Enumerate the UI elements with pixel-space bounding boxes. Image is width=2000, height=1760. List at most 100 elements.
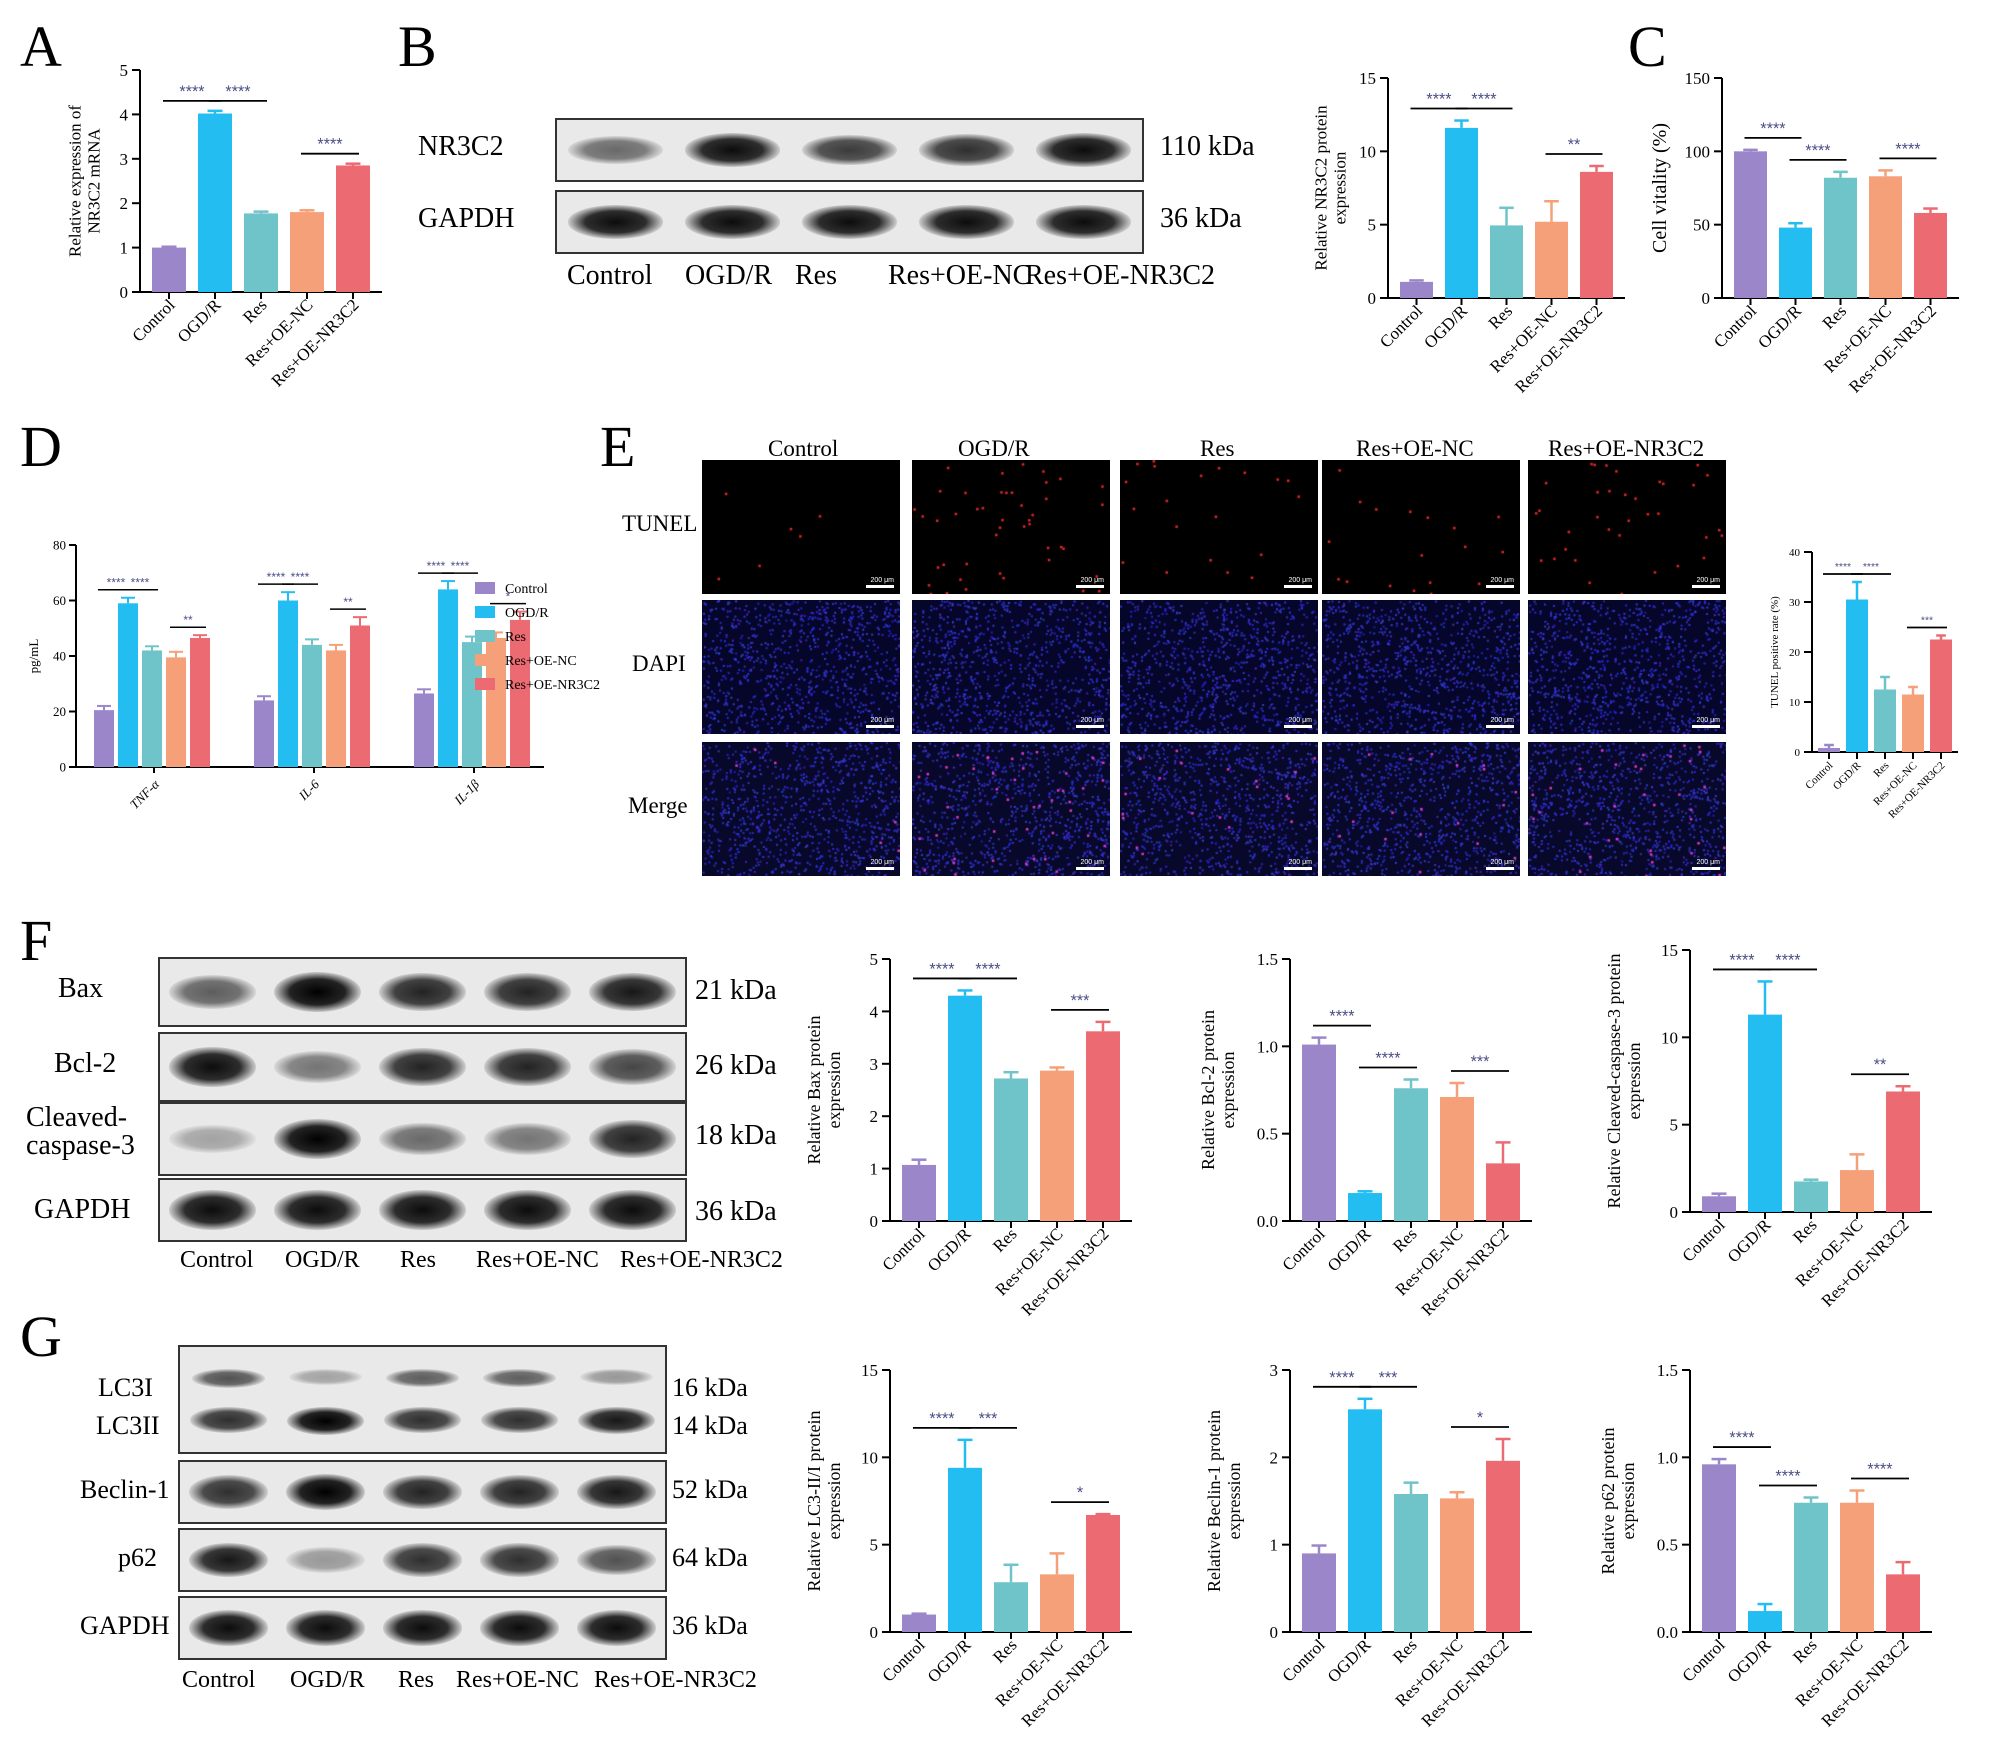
y-axis-label: Cell vitality (%) [1649, 123, 1671, 253]
x-tick-label: OGD/R [1754, 301, 1805, 352]
x-tick-label: Res [239, 295, 270, 326]
x-tick-label: OGD/R [1724, 1635, 1775, 1686]
micrograph-pixels [1322, 742, 1520, 876]
lane-label: Res [398, 1667, 434, 1693]
y-tick-label: 60 [53, 593, 66, 608]
band [484, 1048, 571, 1086]
y-tick-label: 0 [870, 1623, 879, 1642]
scale-bar [1076, 585, 1104, 588]
scale-label: 200 μm [1696, 717, 1721, 724]
x-tick-label: OGD/R [924, 1224, 975, 1275]
lane-label: OGD/R [685, 260, 773, 291]
y-tick-label: 3 [1270, 1361, 1279, 1380]
panel-label-d: D [20, 414, 62, 479]
significance-label: **** [1863, 562, 1879, 573]
band [285, 1546, 366, 1574]
bar-res [244, 213, 278, 292]
legend-label: Res+OE-NC [505, 654, 577, 669]
bar-res-oe-nr3c2 [1886, 1091, 1920, 1212]
band-lc3i [191, 1369, 266, 1388]
y-tick-label: 40 [53, 649, 66, 664]
micrograph-merge-4: 200 μm [1528, 742, 1726, 876]
scale-bar [1486, 585, 1514, 588]
x-tick-label: Control [1710, 301, 1760, 351]
protein-label: LC3II [96, 1411, 160, 1440]
blot-row-gapdh [555, 190, 1144, 254]
band [484, 1123, 571, 1155]
micrograph-pixels [912, 600, 1110, 734]
scale-bar [866, 725, 894, 728]
band [684, 205, 781, 239]
chart-tunel-rate: 0 10 20 30 40 TUNEL positive rate (%) ControlO… [1769, 547, 1958, 821]
kda-label: 26 kDa [695, 1050, 777, 1081]
y-tick-label: 1.5 [1257, 950, 1278, 969]
significance-label: **** [929, 1410, 955, 1428]
y-axis-label: Relative p62 proteinexpression [1598, 1428, 1638, 1575]
y-tick-label: 50 [1693, 216, 1710, 235]
chart-p62: 0.0 0.5 1.0 1.5 Relative p62 proteinexpressi… [1598, 1361, 1932, 1730]
blot-row-beclin-1 [178, 1460, 667, 1524]
scale-label: 200 μm [1080, 717, 1105, 724]
band [188, 1610, 269, 1646]
legend-swatch [475, 582, 495, 594]
row-label: TUNEL [622, 511, 698, 536]
y-tick-label: 10 [1789, 697, 1801, 709]
protein-label: NR3C2 [418, 131, 504, 162]
significance-label: **** [1329, 1008, 1355, 1026]
bar-ogd-r [1779, 227, 1812, 298]
scale-label: 200 μm [1490, 577, 1515, 584]
y-tick-label: 2 [870, 1107, 879, 1126]
blot-row-3 [158, 1178, 687, 1242]
x-tick-label: Control [1678, 1215, 1728, 1265]
scale-label: 200 μm [1696, 859, 1721, 866]
y-tick-label: 150 [1685, 69, 1711, 88]
bar-ogd-r [948, 1467, 982, 1632]
bar-ogd-r [1748, 1611, 1782, 1632]
y-axis-label: Relative NR3C2 proteinexpression [1312, 105, 1350, 271]
y-tick-label: 10 [1661, 1028, 1678, 1047]
bar-res-oe-nc [1840, 1170, 1874, 1212]
significance-label: *** [1379, 1369, 1399, 1387]
micrograph-tunel-4: 200 μm [1528, 460, 1726, 594]
micrograph-pixels [702, 460, 900, 594]
y-tick-label: 0 [1670, 1203, 1679, 1222]
protein-label: GAPDH [34, 1194, 131, 1225]
micrograph-pixels [1120, 742, 1318, 876]
y-tick-label: 2 [1270, 1448, 1279, 1467]
column-label: Res [1200, 436, 1235, 461]
y-tick-label: 30 [1789, 597, 1801, 609]
y-tick-label: 10 [1359, 142, 1376, 161]
bar-res-oe-nr3c2 [1914, 212, 1947, 298]
y-tick-label: 0.5 [1657, 1536, 1678, 1555]
scale-bar [1076, 725, 1104, 728]
significance-label: ** [343, 595, 353, 609]
y-tick-label: 15 [861, 1361, 878, 1380]
y-axis-label: pg/mL [26, 639, 41, 674]
lane-label: Res+OE-NR3C2 [620, 1247, 783, 1273]
micrograph-pixels [1120, 600, 1318, 734]
bar-res [1794, 1181, 1828, 1212]
micrograph-dapi-3: 200 μm [1322, 600, 1520, 734]
row-label: DAPI [632, 651, 686, 676]
bar-control [1702, 1196, 1736, 1212]
significance-label: **** [1329, 1369, 1355, 1387]
band [382, 1610, 463, 1646]
band [274, 1190, 361, 1230]
significance-label: **** [1471, 91, 1497, 109]
column-label: OGD/R [958, 436, 1030, 461]
band [379, 1122, 466, 1156]
bar-res-oe-nr3c2 [350, 625, 370, 767]
lane-label: Control [567, 260, 653, 291]
micrograph-pixels [702, 742, 900, 876]
significance-label: **** [179, 83, 205, 101]
scale-bar [1076, 867, 1104, 870]
bar-control [1702, 1464, 1736, 1632]
scale-bar [1692, 585, 1720, 588]
x-tick-label: Res [1389, 1224, 1420, 1255]
band [589, 1190, 676, 1230]
micrograph-dapi-2: 200 μm [1120, 600, 1318, 734]
bar-ogd-r [438, 589, 458, 767]
bar-res-oe-nc [486, 637, 506, 767]
